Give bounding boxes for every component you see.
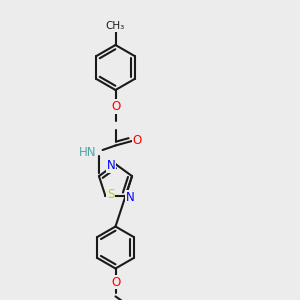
Text: S: S [107,188,114,201]
Text: O: O [111,275,120,289]
Text: N: N [106,159,116,172]
Text: O: O [111,100,120,113]
Text: CH₃: CH₃ [106,21,125,31]
Text: O: O [133,134,142,148]
Text: N: N [126,190,135,204]
Text: HN: HN [79,146,96,160]
